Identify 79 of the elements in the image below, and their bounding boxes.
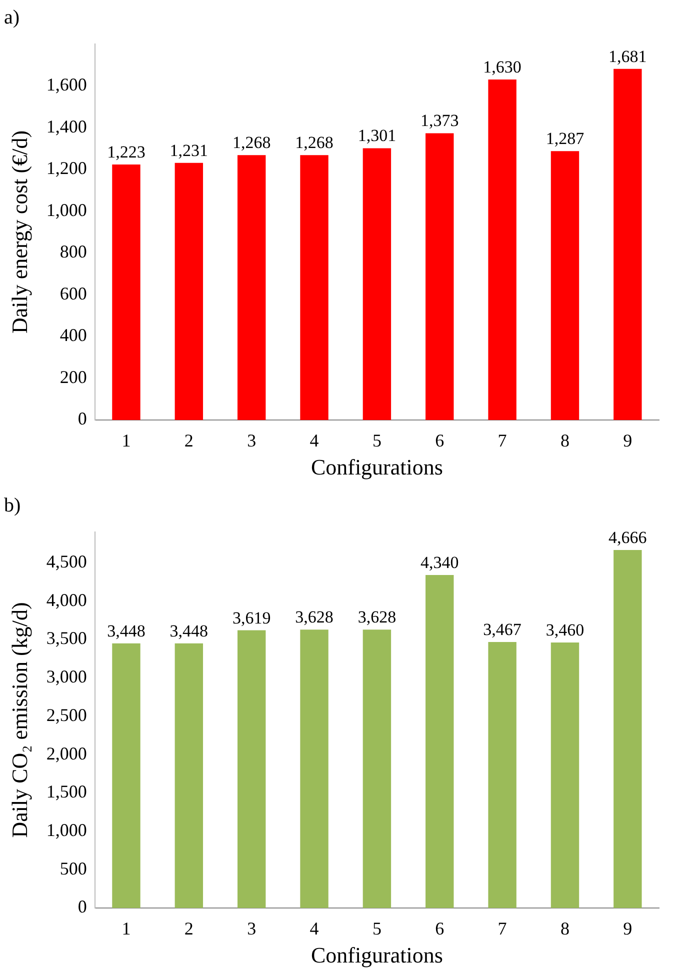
y-tick-label: 400 — [60, 325, 87, 346]
data-label: 3,448 — [170, 621, 208, 640]
bar — [174, 162, 204, 420]
y-tick-label: 2,500 — [46, 704, 87, 725]
x-axis-title: Configurations — [310, 454, 443, 480]
y-tick-label: 1,200 — [46, 158, 87, 178]
bar — [300, 630, 328, 908]
x-tick-label: 3 — [247, 430, 256, 451]
data-label: 1,223 — [107, 142, 146, 162]
data-label: 1,231 — [170, 140, 208, 160]
bar — [426, 133, 454, 420]
y-tick-label: 1,600 — [46, 74, 87, 95]
x-tick-label: 4 — [310, 430, 319, 451]
y-tick-label: 0 — [78, 896, 87, 917]
y-tick-label: 200 — [60, 366, 87, 387]
bar — [237, 155, 266, 420]
y-tick-label: 1,500 — [46, 782, 87, 802]
data-label: 1,287 — [546, 129, 585, 148]
data-label: 3,448 — [107, 621, 146, 640]
bar — [362, 630, 392, 908]
x-tick-label: 3 — [247, 918, 256, 939]
y-tick-label: 800 — [60, 242, 87, 262]
bar — [237, 630, 266, 908]
y-tick-label: 3,000 — [46, 666, 87, 687]
bar — [550, 151, 580, 420]
x-tick-label: 7 — [498, 430, 507, 451]
data-label: 3,628 — [358, 608, 396, 627]
data-label: 3,467 — [483, 620, 522, 639]
x-tick-label: 1 — [122, 430, 131, 451]
bar — [488, 642, 516, 908]
x-tick-label: 6 — [435, 430, 444, 451]
y-tick-label: 1,400 — [46, 116, 87, 136]
x-tick-label: 8 — [560, 430, 570, 451]
x-tick-label: 4 — [310, 918, 319, 939]
x-tick-label: 1 — [122, 918, 131, 939]
y-tick-label: 500 — [60, 858, 87, 878]
x-tick-label: 9 — [623, 918, 632, 939]
y-axis-title: Daily CO₂ emission (kg/d) — [6, 602, 32, 838]
x-tick-label: 5 — [372, 918, 382, 939]
y-tick-label: 4,500 — [46, 551, 87, 572]
bar — [112, 643, 140, 908]
data-label: 1,301 — [358, 126, 396, 146]
bar — [550, 642, 580, 908]
data-label: 4,340 — [420, 552, 459, 572]
y-tick-label: 600 — [60, 283, 87, 304]
x-tick-label: 2 — [184, 430, 194, 451]
y-tick-label: 1,000 — [46, 200, 87, 220]
x-axis-title: Configurations — [310, 942, 443, 968]
data-label: 1,268 — [232, 133, 271, 152]
x-tick-label: 6 — [435, 918, 444, 939]
y-tick-label: 0 — [78, 408, 87, 429]
data-label: 1,630 — [483, 57, 522, 76]
y-tick-label: 1,000 — [46, 820, 87, 840]
y-tick-label: 3,500 — [46, 628, 87, 648]
bar — [174, 643, 204, 908]
bar — [488, 80, 516, 420]
x-tick-label: 9 — [623, 430, 632, 451]
data-label: 3,628 — [295, 608, 334, 627]
x-tick-label: 7 — [498, 918, 507, 939]
data-label: 3,619 — [232, 608, 271, 628]
bar — [300, 155, 328, 420]
x-tick-label: 5 — [372, 430, 382, 451]
bar — [112, 164, 140, 420]
data-label: 4,666 — [608, 528, 647, 547]
chart-title: a) — [4, 6, 20, 28]
bar — [614, 550, 642, 908]
y-tick-label: 2,000 — [46, 743, 87, 764]
y-axis-title: Daily energy cost (€/d) — [6, 130, 32, 334]
x-tick-label: 8 — [560, 918, 570, 939]
chart-title: b) — [4, 494, 21, 516]
data-label: 1,268 — [295, 133, 334, 152]
data-label: 3,460 — [546, 620, 584, 640]
bar — [362, 148, 392, 420]
bar — [614, 68, 642, 420]
x-tick-label: 2 — [184, 918, 194, 939]
bar — [426, 574, 454, 908]
y-tick-label: 4,000 — [46, 590, 87, 610]
data-label: 1,373 — [420, 111, 459, 130]
data-label: 1,681 — [608, 46, 647, 66]
